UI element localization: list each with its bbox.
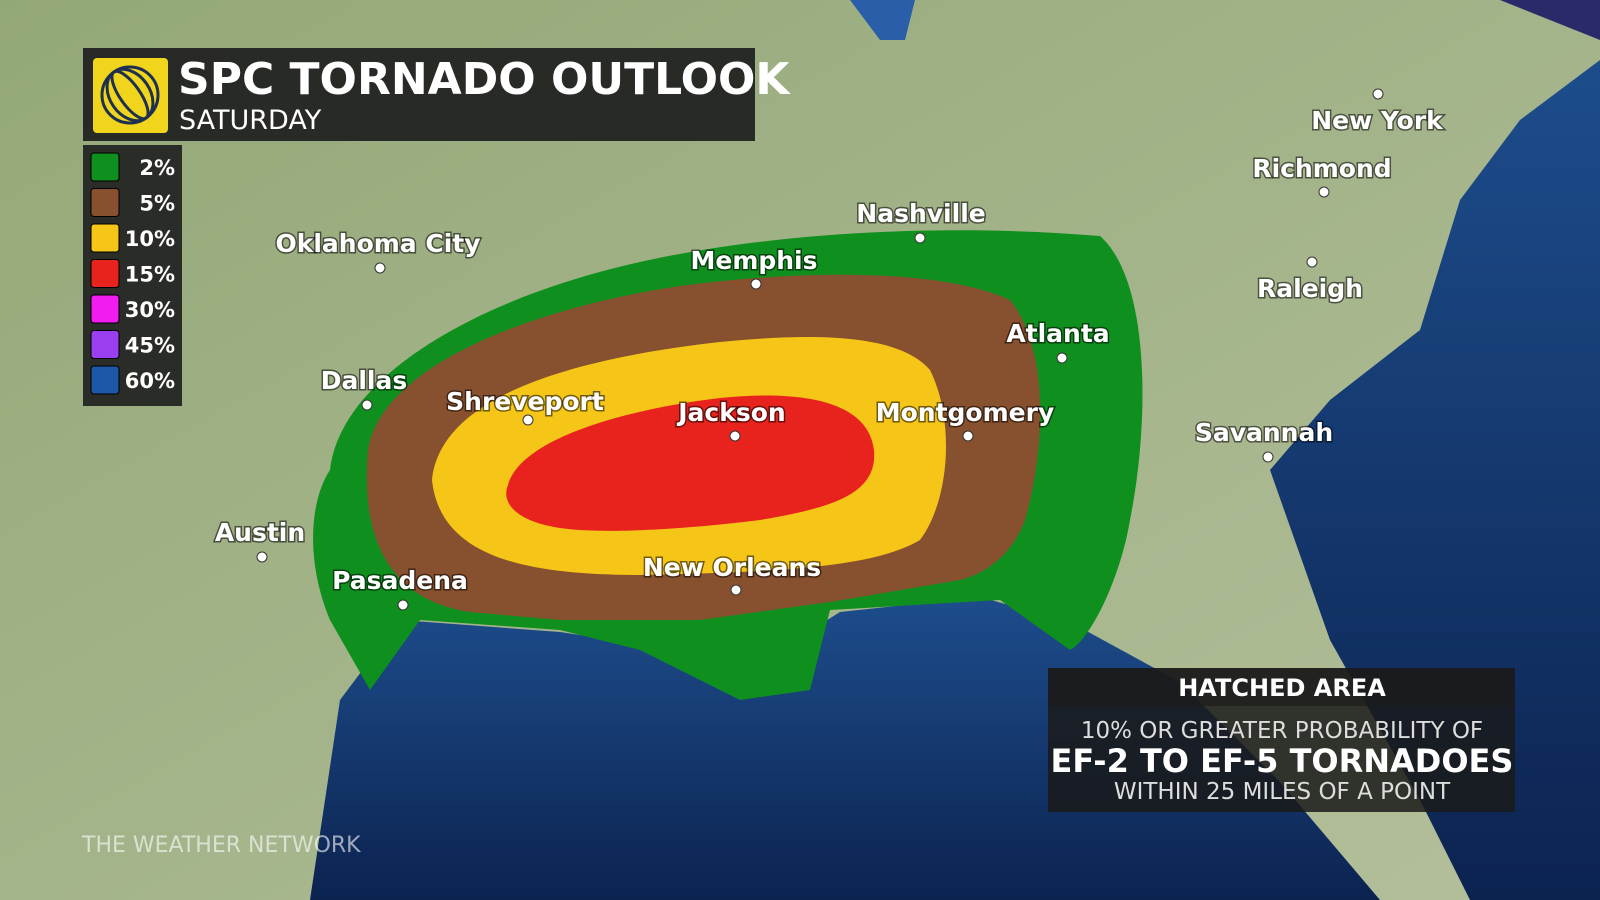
city-dot — [730, 584, 742, 596]
hatched-line: EF-2 TO EF-5 TORNADOES — [1051, 742, 1514, 780]
city-label: Oklahoma City — [275, 229, 480, 258]
city-dot — [1306, 256, 1318, 268]
logo-icon — [100, 65, 160, 125]
legend-swatch — [90, 223, 120, 253]
legend-swatch — [90, 152, 120, 182]
outlook-areas — [313, 230, 1143, 701]
legend-label: 10% — [125, 227, 175, 251]
city-dot — [397, 599, 409, 611]
legend-label: 60% — [125, 369, 175, 393]
city-label: Memphis — [690, 246, 817, 275]
city-dot — [1056, 352, 1068, 364]
cities: New York Richmond Raleigh Nashville Memphis O… — [213, 88, 1446, 611]
title: SPC TORNADO OUTLOOK — [178, 54, 791, 105]
subtitle: SATURDAY — [179, 105, 322, 136]
city-label: Dallas — [321, 366, 408, 395]
hatched-body — [1048, 706, 1515, 812]
header-panel — [83, 48, 755, 141]
legend-swatch — [90, 294, 120, 324]
city-label: Jackson — [676, 398, 785, 427]
city-label: Pasadena — [332, 566, 468, 595]
legend-label: 30% — [125, 298, 175, 322]
city-dot — [750, 278, 762, 290]
city-dot — [729, 430, 741, 442]
risk-15 — [506, 395, 875, 531]
city-dot — [522, 414, 534, 426]
city-label: New York — [1311, 106, 1444, 135]
legend-label: 5% — [139, 192, 175, 216]
legend-swatch — [90, 365, 120, 395]
hatched-line: 10% OR GREATER PROBABILITY OF — [1081, 718, 1483, 744]
city-label: Shreveport — [446, 387, 604, 416]
hatched-title: HATCHED AREA — [1178, 674, 1386, 702]
city-label: New Orleans — [643, 553, 821, 582]
city-dot — [256, 551, 268, 563]
hatched-header — [1048, 668, 1515, 706]
city-label: Austin — [215, 518, 305, 547]
city-dot — [914, 232, 926, 244]
legend-swatch — [90, 330, 120, 359]
city-label: Richmond — [1252, 154, 1391, 183]
lake — [850, 0, 915, 40]
legend-swatch — [90, 259, 120, 288]
city-dot — [1372, 88, 1384, 100]
city-label: Montgomery — [876, 398, 1055, 427]
legend-label: 2% — [139, 156, 175, 180]
city-dot — [1318, 186, 1330, 198]
city-dot — [1262, 451, 1274, 463]
hatched-line: WITHIN 25 MILES OF A POINT — [1114, 779, 1451, 805]
city-label: Raleigh — [1257, 274, 1363, 303]
city-label: Nashville — [856, 199, 985, 228]
city-dot — [361, 399, 373, 411]
city-dot — [962, 430, 974, 442]
legend-swatch — [90, 188, 120, 217]
space — [1500, 0, 1600, 40]
atlantic — [1270, 60, 1600, 900]
city-dot — [374, 262, 386, 274]
legend-label: 45% — [125, 334, 175, 358]
city-label: Savannah — [1195, 418, 1333, 447]
city-label: Atlanta — [1006, 319, 1109, 348]
legend-label: 15% — [125, 263, 175, 287]
legend: 2% 5% 10% 15% 30% 45% 60% — [90, 152, 175, 395]
watermark: THE WEATHER NETWORK — [81, 833, 361, 858]
